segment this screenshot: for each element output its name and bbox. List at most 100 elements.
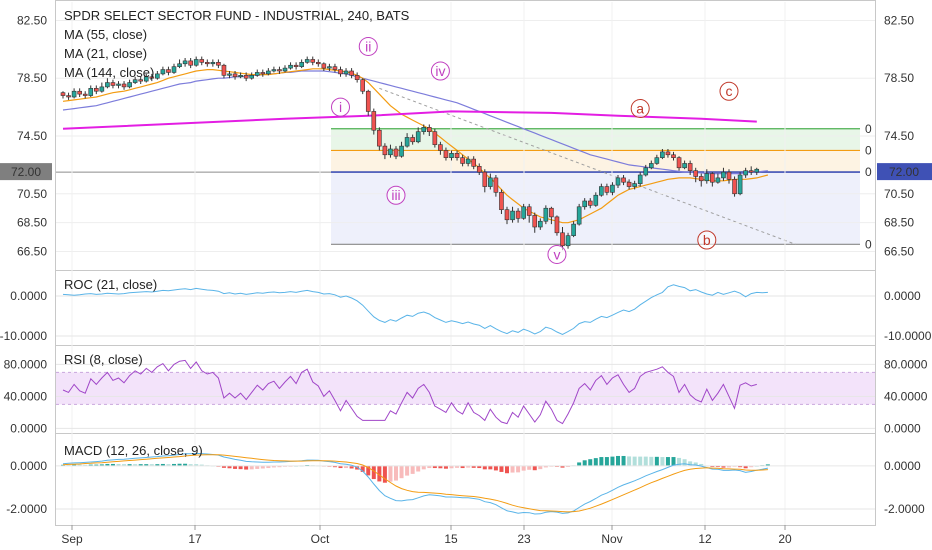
abc-label-circle (697, 230, 717, 250)
candle-body (66, 95, 71, 98)
macd-histogram-bar (399, 465, 404, 479)
candle (271, 66, 277, 73)
macd-histogram-bar (643, 456, 648, 466)
candle-body (698, 176, 704, 182)
macd-histogram-bar (94, 464, 99, 466)
candle-body (654, 157, 660, 164)
pane-right-tick: -10.0000 (884, 329, 932, 343)
candle-body (155, 73, 160, 79)
left-last-price: 72.00 (11, 165, 41, 179)
left-price-axis: 82.50 78.50 74.50 70.50 68.50 66.50 72.00 (0, 13, 52, 259)
candle (676, 156, 682, 171)
candle-body (221, 64, 227, 76)
candle (532, 212, 538, 233)
candle (654, 154, 660, 165)
candle-body (748, 170, 754, 173)
macd-histogram-bar (604, 457, 609, 466)
candle-body (449, 153, 454, 158)
macd-histogram-bar (582, 460, 587, 466)
candle-body (610, 184, 615, 193)
macd-histogram-bar (244, 465, 249, 470)
candle (149, 73, 155, 82)
candle (504, 206, 510, 225)
chart-title: SPDR SELECT SECTOR FUND - INDUSTRIAL, 24… (64, 8, 410, 23)
candle-body (504, 209, 510, 221)
candle (216, 59, 221, 69)
rsi-label: RSI (8, close) (64, 352, 143, 367)
candle (321, 62, 327, 71)
ma21-line (62, 68, 769, 224)
candle-body (60, 92, 66, 96)
candle-body (743, 170, 748, 176)
candle-body (321, 63, 327, 69)
candle (682, 160, 687, 170)
candle (471, 156, 477, 170)
candle-body (132, 79, 138, 83)
macd-histogram-bar (72, 464, 77, 466)
candle-body (232, 73, 238, 78)
macd-histogram-bar (127, 464, 132, 466)
macd-histogram-bar (394, 465, 398, 481)
candle-body (543, 207, 549, 222)
macd-histogram-bar (488, 465, 493, 470)
candle (88, 85, 94, 97)
pane-right-tick: 0.0000 (884, 289, 921, 303)
legend-ma55: MA (55, close) (64, 27, 147, 42)
macd-histogram-bar (116, 463, 121, 466)
elliott-label: iv (435, 63, 445, 79)
macd-histogram-bar (621, 455, 626, 466)
candle (643, 164, 649, 177)
candle (604, 183, 610, 196)
candle (160, 66, 166, 76)
candle-body (432, 131, 438, 145)
macd-histogram-bar (499, 465, 504, 472)
x-tick-label: 20 (778, 532, 792, 546)
fib-level-label: 0 (865, 165, 872, 179)
candle (227, 71, 232, 79)
candle-body (676, 157, 682, 169)
candle (593, 192, 599, 207)
candle (66, 92, 71, 100)
candle (110, 79, 116, 89)
candle-body (460, 157, 465, 164)
candle (693, 167, 699, 183)
macd-histogram-bar (149, 464, 154, 466)
right-price-tick: 74.50 (884, 129, 914, 143)
macd-histogram-bar (388, 465, 393, 482)
candle-body (116, 83, 121, 86)
candle-body (304, 59, 310, 63)
left-price-tick: 82.50 (17, 13, 47, 27)
macd-histogram-bar (416, 465, 421, 472)
pane-left-tick: -10.0000 (0, 329, 47, 343)
candle-body (465, 158, 471, 164)
elliott-label-circle (386, 185, 406, 205)
macd-histogram-bar (438, 465, 443, 469)
candle (77, 88, 82, 97)
candle-body (121, 83, 127, 88)
macd-histogram-bar (122, 464, 127, 466)
candle (105, 78, 110, 89)
candle-body (454, 153, 460, 158)
candle (138, 76, 143, 84)
candle-body (510, 210, 515, 221)
candle-body (621, 177, 626, 183)
candle-body (415, 131, 421, 143)
candle (310, 56, 316, 66)
candle-body (388, 148, 393, 156)
candle (571, 221, 576, 238)
macd-histogram-bar (260, 465, 265, 469)
abc-label-circle (630, 99, 650, 119)
macd-histogram-bar (172, 463, 176, 466)
candle (537, 218, 543, 230)
candle (238, 72, 243, 79)
candle (582, 198, 588, 210)
pane-right-tick: 40.0000 (884, 389, 928, 403)
candle-body (288, 64, 293, 69)
candle (365, 89, 371, 116)
macd-histogram-bar (110, 463, 115, 466)
candle-body (648, 163, 654, 169)
candle (254, 69, 260, 77)
candle-body (166, 69, 171, 73)
candle (177, 59, 182, 69)
